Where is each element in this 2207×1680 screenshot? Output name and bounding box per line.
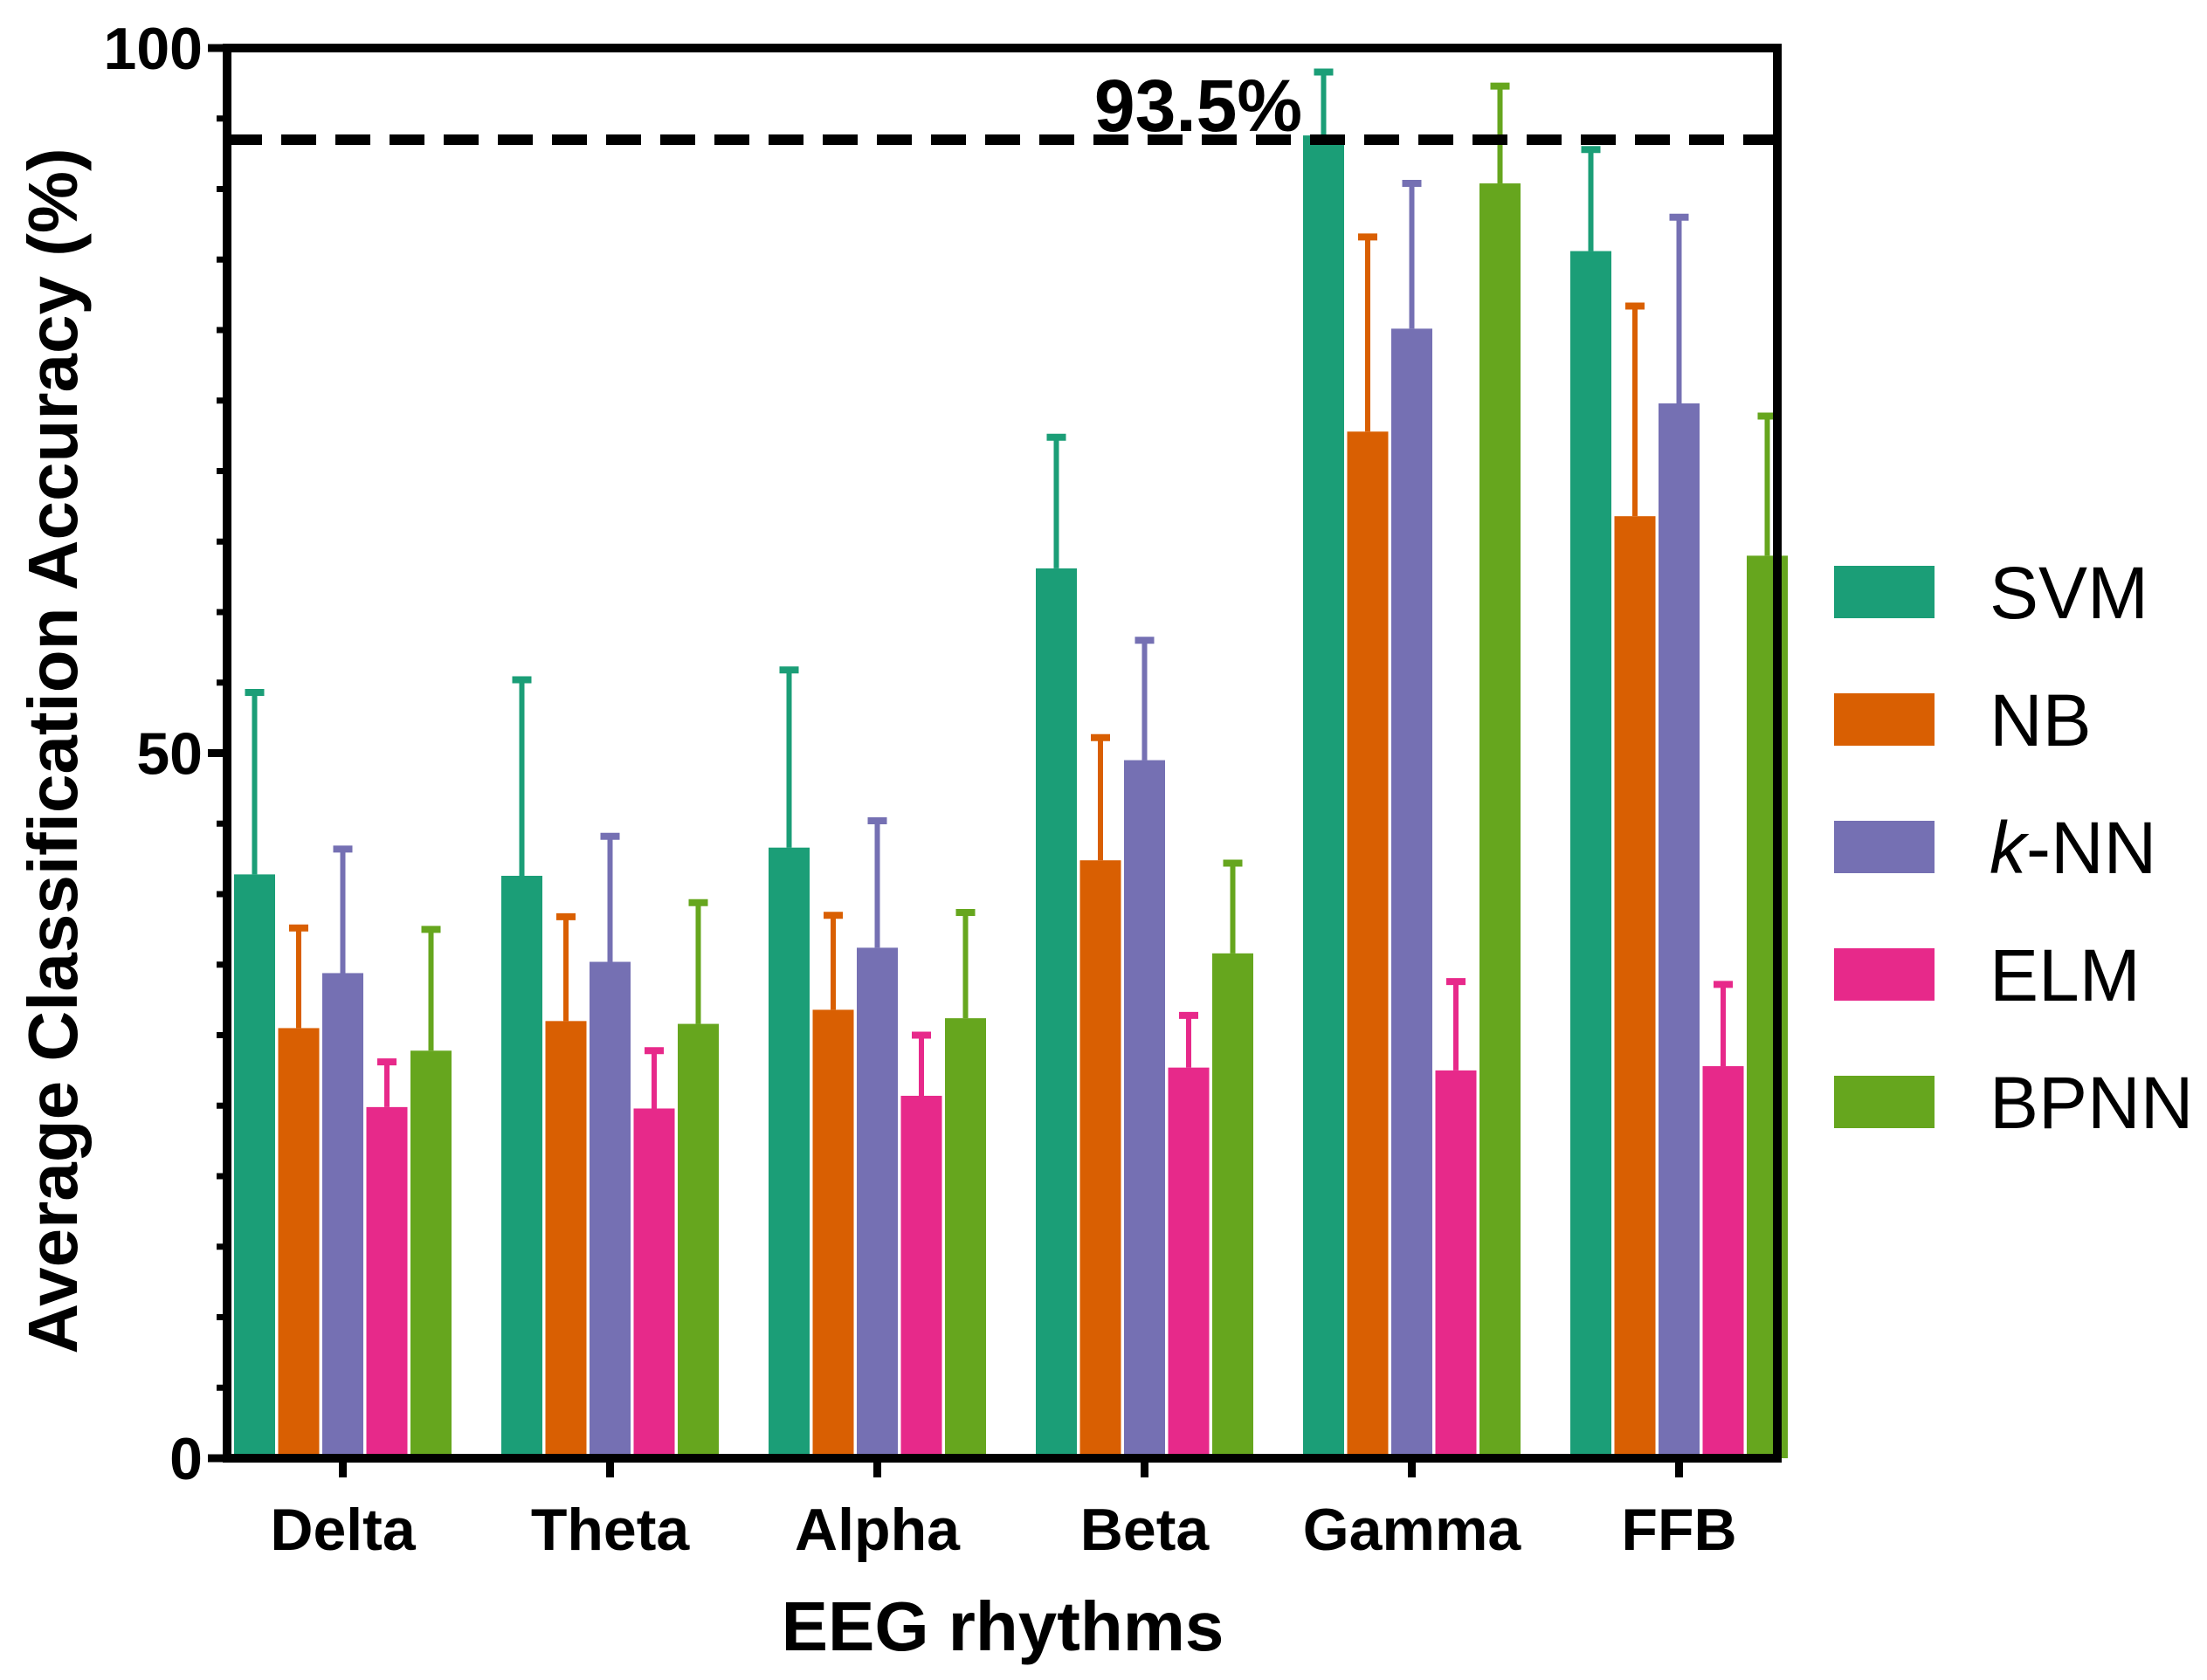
legend-swatch (1834, 693, 1935, 746)
error-bar-elm-delta (377, 1058, 397, 1107)
bar-k-nn-theta (590, 961, 631, 1458)
error-bar-k-nn-alpha (867, 817, 887, 948)
bar-k-nn-alpha (857, 947, 898, 1458)
legend: SVM NB k-NN ELM BPNN (1834, 552, 2193, 1144)
error-bar-bpnn-delta (421, 926, 441, 1051)
bar-nb-theta (545, 1021, 587, 1458)
x-tick-label-gamma: Gamma (1303, 1497, 1522, 1563)
bar-elm-alpha (900, 1095, 942, 1458)
error-bar-elm-theta (645, 1047, 664, 1109)
error-bar-nb-theta (556, 912, 576, 1022)
error-bar-elm-gamma (1446, 978, 1466, 1071)
error-bar-bpnn-alpha (955, 908, 976, 1019)
x-axis-title: EEG rhythms (782, 1587, 1224, 1665)
error-bar-svm-alpha (779, 666, 799, 848)
bar-svm-delta (234, 874, 275, 1458)
error-bar-bpnn-theta (688, 899, 708, 1024)
legend-label: SVM (1990, 552, 2148, 634)
error-bars-layer (245, 68, 1777, 1109)
legend-item-svm: SVM (1834, 552, 2148, 634)
error-bar-k-nn-delta (333, 845, 353, 974)
axes-layer (223, 44, 1782, 1463)
bars-layer (234, 135, 1788, 1459)
bar-k-nn-gamma (1391, 328, 1432, 1458)
bar-bpnn-beta (1212, 953, 1253, 1458)
y-axis-title: Average Classification Accuracy (%) (14, 148, 92, 1353)
legend-label: ELM (1990, 934, 2141, 1016)
bar-k-nn-ffb (1659, 403, 1700, 1459)
plot-frame (223, 44, 1782, 1463)
legend-item-k-nn: k-NN (1834, 807, 2156, 889)
bar-k-nn-beta (1124, 760, 1165, 1458)
error-bar-nb-gamma (1358, 233, 1377, 432)
bar-bpnn-delta (410, 1050, 452, 1458)
error-bar-k-nn-theta (600, 832, 620, 962)
bar-svm-gamma (1303, 135, 1344, 1458)
legend-swatch (1834, 821, 1935, 873)
bar-k-nn-delta (322, 973, 363, 1458)
y-tick-label: 100 (104, 16, 203, 82)
legend-label: BPNN (1990, 1062, 2193, 1144)
error-bar-elm-beta (1179, 1011, 1198, 1068)
x-tick-label-beta: Beta (1080, 1497, 1210, 1563)
error-bar-svm-beta (1046, 433, 1066, 568)
error-bar-svm-theta (512, 676, 532, 877)
bar-bpnn-theta (678, 1023, 719, 1458)
error-bar-svm-gamma (1314, 68, 1334, 136)
error-bar-bpnn-beta (1223, 859, 1243, 954)
bar-nb-gamma (1347, 431, 1389, 1458)
error-bar-nb-ffb (1625, 302, 1645, 517)
error-bar-elm-alpha (912, 1031, 931, 1096)
bar-elm-delta (366, 1106, 408, 1458)
error-bar-svm-delta (245, 689, 265, 875)
bar-nb-alpha (812, 1009, 854, 1458)
legend-item-bpnn: BPNN (1834, 1062, 2193, 1144)
bar-nb-ffb (1614, 516, 1656, 1459)
legend-swatch (1834, 948, 1935, 1001)
bar-elm-ffb (1702, 1066, 1744, 1458)
ticks-layer: 0 50 100 Delta Theta Alpha Beta Gamma FFB (104, 16, 1737, 1563)
error-bar-nb-alpha (824, 912, 843, 1010)
error-bar-nb-beta (1091, 733, 1110, 861)
error-bar-k-nn-ffb (1669, 213, 1689, 403)
legend-item-nb: NB (1834, 679, 2092, 761)
bar-elm-beta (1168, 1067, 1210, 1458)
bar-elm-gamma (1435, 1070, 1477, 1458)
error-bar-elm-ffb (1714, 981, 1733, 1067)
bar-elm-theta (633, 1108, 675, 1458)
x-tick-label-alpha: Alpha (795, 1497, 961, 1563)
bar-svm-alpha (769, 847, 810, 1458)
legend-swatch (1834, 566, 1935, 618)
reference-line-layer: 93.5% (227, 65, 1777, 147)
bar-nb-delta (278, 1028, 320, 1458)
legend-item-elm: ELM (1834, 934, 2141, 1016)
legend-swatch (1834, 1076, 1935, 1128)
error-bar-nb-delta (289, 924, 308, 1029)
error-bar-k-nn-gamma (1402, 180, 1422, 329)
error-bar-svm-ffb (1581, 146, 1601, 251)
bar-bpnn-gamma (1479, 183, 1521, 1458)
bar-svm-theta (501, 876, 542, 1458)
bar-svm-ffb (1570, 251, 1611, 1458)
x-tick-label-delta: Delta (270, 1497, 416, 1563)
bar-bpnn-alpha (945, 1018, 986, 1458)
y-tick-label: 0 (169, 1426, 203, 1492)
legend-label: NB (1990, 679, 2092, 761)
bar-nb-beta (1079, 860, 1121, 1458)
y-tick-label: 50 (136, 721, 203, 788)
x-tick-label-ffb: FFB (1621, 1497, 1736, 1563)
x-tick-label-theta: Theta (531, 1497, 691, 1563)
legend-label: k-NN (1990, 807, 2156, 889)
bar-svm-beta (1036, 568, 1077, 1458)
reference-line-label: 93.5% (1094, 65, 1302, 147)
error-bar-k-nn-beta (1135, 637, 1155, 761)
